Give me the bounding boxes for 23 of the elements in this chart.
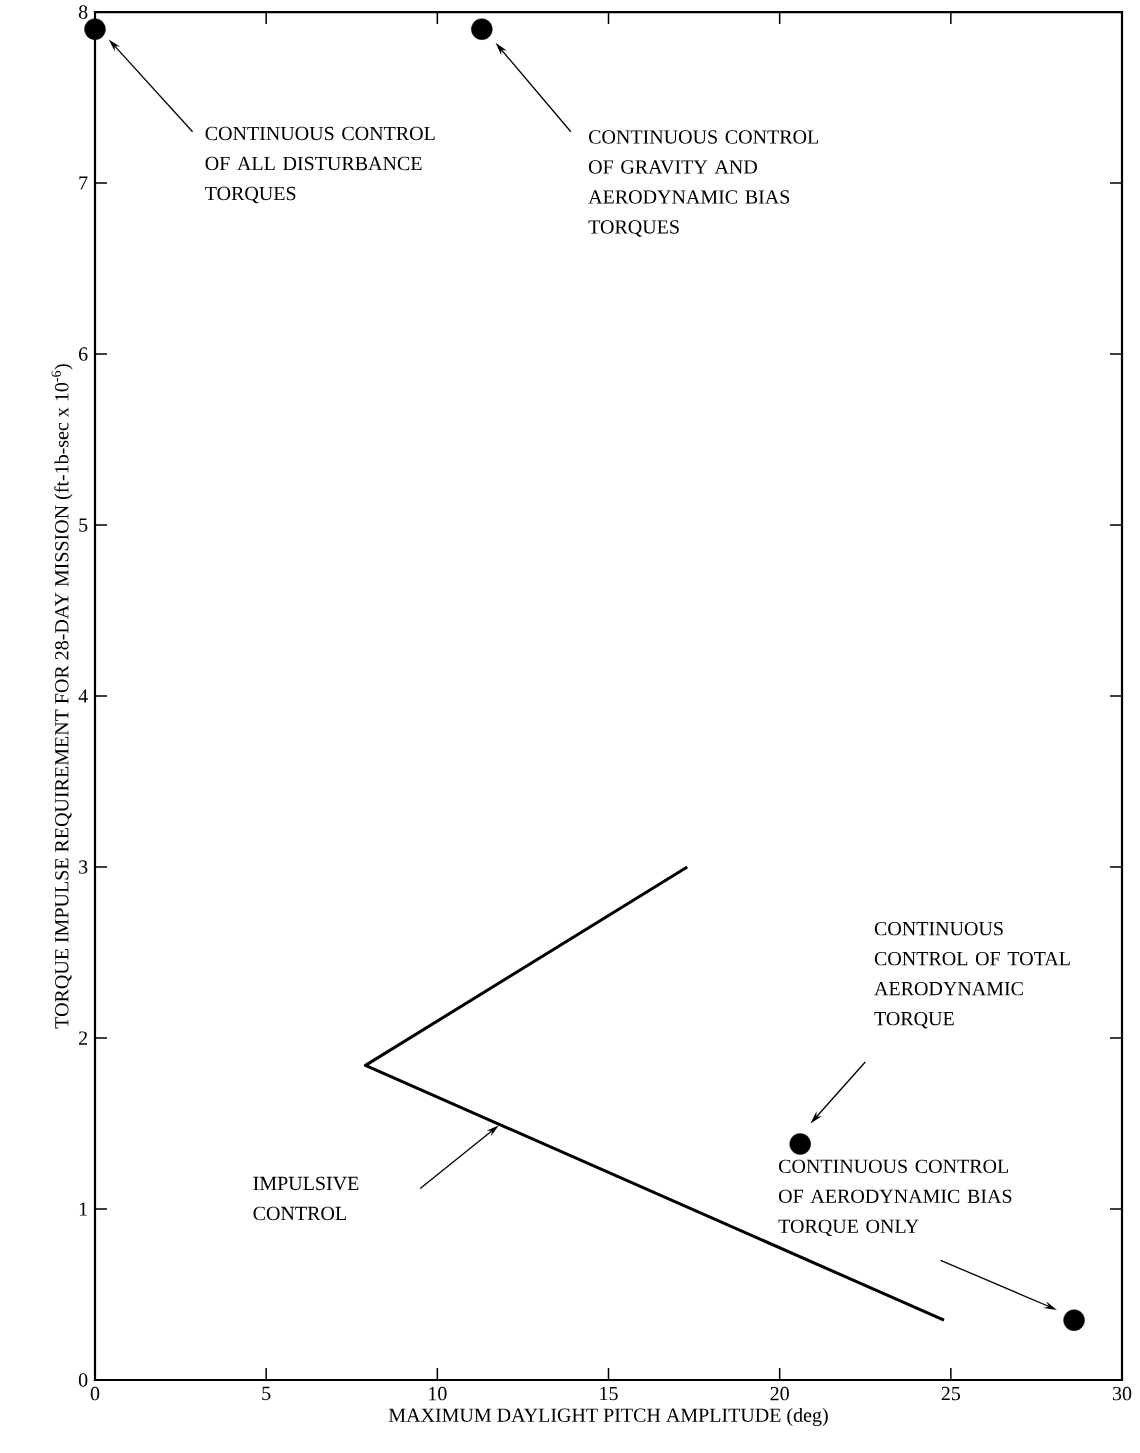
annotation: CONTINUOUS CONTROL OF AERODYNAMIC BIAS TORQUE ONLY — [778, 1159, 1012, 1237]
x-tick-label: 30 — [1112, 1386, 1132, 1401]
y-tick-label: 1 — [79, 1202, 87, 1216]
annotation: CONTINUOUS CONTROL OF GRAVITY AND AERODYNAMIC BIAS TORQUES — [588, 130, 819, 237]
annotation: CONTINUOUS CONTROL OF TOTAL AERODYNAMIC TORQUE — [874, 921, 1070, 1029]
y-axis-title: TORQUE IMPULSE REQUIREMENT FOR 28-DAY MISSION (ft-1b-sec x 10$^{-6}$) — [51, 364, 73, 1029]
annotation: CONTINUOUS CONTROL OF ALL DISTURBANCE TORQUES — [205, 126, 435, 204]
y-tick-label: 7 — [79, 176, 88, 190]
x-tick-label: 20 — [770, 1386, 789, 1401]
x-tick-label: 10 — [429, 1386, 447, 1401]
y-tick-label: 4 — [78, 689, 88, 703]
y-tick-label: 8 — [78, 5, 88, 19]
y-tick-label: 3 — [79, 860, 88, 874]
x-axis-title: MAXIMUM DAYLIGHT PITCH AMPLITUDE (deg) — [388, 1407, 828, 1427]
y-tick-label: 0 — [78, 1373, 88, 1387]
y-tick-label: 6 — [79, 347, 88, 361]
x-tick-label: 5 — [262, 1386, 271, 1401]
x-tick-label: 25 — [941, 1386, 961, 1401]
x-tick-label: 15 — [600, 1386, 618, 1401]
x-tick-label: 0 — [90, 1386, 100, 1401]
annotation: IMPULSIVE CONTROL — [253, 1176, 359, 1221]
y-tick-label: 5 — [79, 518, 88, 532]
y-tick-label: 2 — [79, 1031, 88, 1045]
